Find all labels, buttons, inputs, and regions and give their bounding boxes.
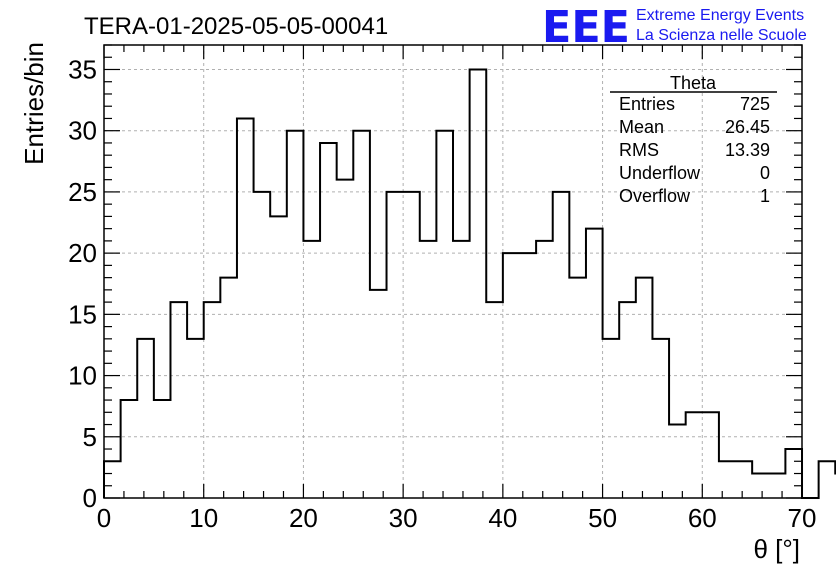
y-tick-label: 35: [68, 54, 97, 84]
y-tick-label: 10: [68, 361, 97, 391]
x-tick-label: 70: [788, 503, 817, 533]
x-tick-label: 40: [488, 503, 517, 533]
y-tick-label: 20: [68, 238, 97, 268]
grid-lines: [104, 45, 802, 498]
y-tick-labels: 0 5 10 15 20 25 30 35: [68, 54, 97, 513]
axes-frame: [103, 44, 803, 499]
stats-value: 26.45: [725, 117, 770, 137]
x-tick-labels: 0 10 20 30 40 50 60 70: [97, 503, 817, 533]
stats-label: Mean: [619, 117, 664, 137]
stats-value: 13.39: [725, 140, 770, 160]
y-axis-label: Entries/bin: [19, 42, 49, 165]
y-tick-label: 0: [83, 483, 97, 513]
histogram-series: [103, 68, 836, 499]
y-tick-label: 30: [68, 116, 97, 146]
x-axis-label: θ [°]: [753, 534, 800, 564]
logo-line-1: Extreme Energy Events: [636, 7, 804, 24]
x-tick-label: 50: [588, 503, 617, 533]
x-tick-label: 0: [97, 503, 111, 533]
stats-value: 1: [760, 186, 770, 206]
stats-box: Theta Entries 725 Mean 26.45 RMS 13.39 Underfl…: [610, 73, 777, 206]
x-tick-label: 30: [389, 503, 418, 533]
x-tick-label: 60: [688, 503, 717, 533]
stats-label: Overflow: [619, 186, 691, 206]
stats-label: Underflow: [619, 163, 701, 183]
x-tick-label: 20: [289, 503, 318, 533]
logo-line-2: La Scienza nelle Scuole: [636, 27, 807, 44]
stats-title: Theta: [670, 73, 717, 93]
y-tick-label: 25: [68, 177, 97, 207]
stats-value: 0: [760, 163, 770, 183]
plot-frame: [103, 44, 803, 499]
stats-label: Entries: [619, 94, 675, 114]
y-tick-label: 5: [83, 422, 97, 452]
y-tick-label: 15: [68, 299, 97, 329]
x-tick-label: 10: [189, 503, 218, 533]
stats-label: RMS: [619, 140, 659, 160]
run-title: TERA-01-2025-05-05-00041: [84, 13, 388, 40]
stats-value: 725: [740, 94, 770, 114]
